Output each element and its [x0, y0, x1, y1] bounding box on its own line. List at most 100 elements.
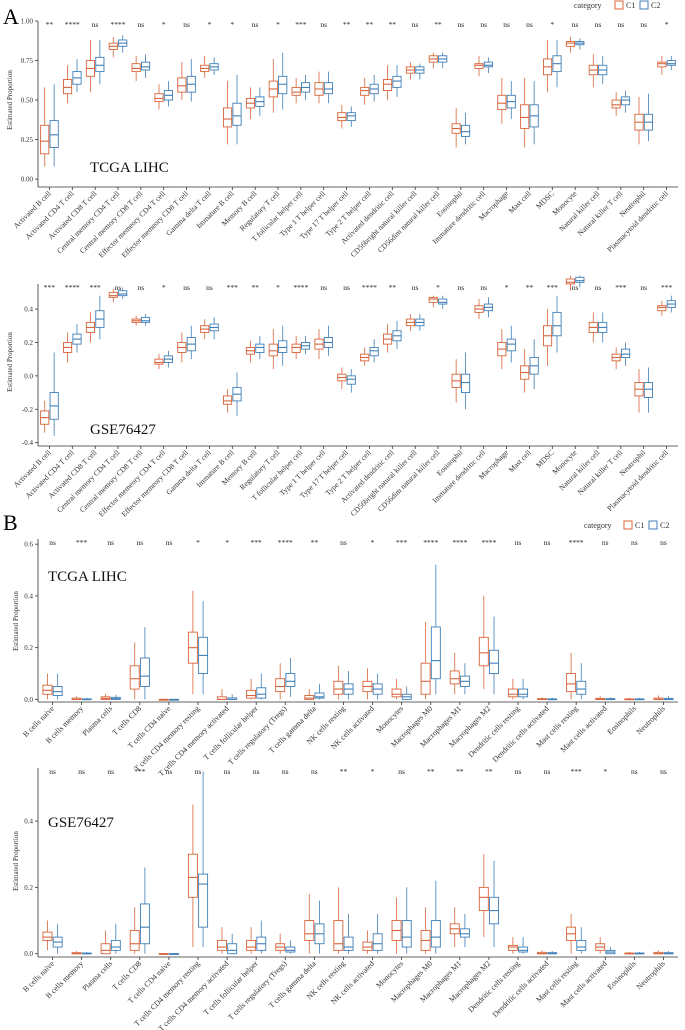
box-iqr	[565, 41, 575, 47]
box-c1	[154, 84, 164, 110]
legend-a-c1-label: C1	[626, 1, 635, 10]
box-c2	[430, 880, 441, 954]
significance-label: ns	[107, 538, 114, 547]
box-iqr	[268, 343, 278, 357]
significance-label: ***	[547, 283, 559, 292]
box-iqr	[232, 102, 242, 126]
box-c2	[49, 352, 59, 436]
x-tick-label: Dendritic cells resting	[466, 959, 521, 1014]
box-iqr	[489, 649, 499, 674]
box-c1	[40, 87, 50, 167]
significance-label: **	[485, 767, 493, 776]
box-c2	[461, 112, 471, 145]
box-c1	[537, 950, 547, 955]
box-c1	[200, 319, 210, 340]
box-c1	[520, 77, 530, 148]
box-c1	[131, 315, 141, 326]
box-c1	[268, 58, 278, 113]
box-iqr	[246, 689, 257, 699]
box-iqr	[129, 930, 140, 951]
box-iqr	[49, 120, 59, 148]
significance-label: ***	[76, 538, 88, 547]
box-iqr	[154, 358, 164, 365]
x-tick-label: Mast cell	[507, 189, 533, 215]
box-c2	[489, 616, 499, 695]
chart-2: 0.0 0.2 0.4 0.6 Estimated Proportion TCGA LIH…	[12, 538, 678, 778]
box-c1	[497, 329, 507, 370]
y-axis-label: Estimated Proportion	[6, 70, 14, 130]
y-tick-label: 0.75	[21, 57, 34, 65]
box-c2	[343, 913, 354, 954]
box-c2	[232, 74, 242, 145]
significance-label: **	[434, 20, 442, 29]
significance-label: **	[340, 767, 348, 776]
box-iqr	[666, 60, 676, 66]
significance-label: ns	[660, 538, 667, 547]
y-tick-label: 0.4	[24, 818, 33, 826]
box-c1	[129, 907, 140, 954]
significance-label: **	[427, 767, 435, 776]
box-c2	[278, 325, 288, 366]
significance-label: ns	[340, 538, 347, 547]
significance-label: ns	[136, 538, 143, 547]
y-tick-label: 0.2	[24, 339, 33, 347]
significance-label: ns	[138, 20, 145, 29]
box-c1	[85, 39, 95, 93]
significance-label: ***	[615, 283, 627, 292]
box-c2	[518, 678, 529, 700]
box-c2	[483, 297, 493, 318]
significance-label: *	[208, 20, 212, 29]
box-c1	[217, 927, 227, 954]
significance-label: **	[311, 538, 319, 547]
significance-label: ****	[293, 283, 308, 292]
box-c2	[529, 81, 539, 145]
box-iqr	[108, 291, 118, 298]
box-c1	[100, 930, 111, 955]
box-c2	[518, 937, 529, 954]
box-c2	[163, 81, 173, 107]
box-iqr	[566, 673, 577, 693]
significance-label: ns	[92, 20, 99, 29]
box-iqr	[304, 695, 315, 700]
box-c1	[420, 907, 431, 954]
box-c1	[474, 55, 484, 77]
box-c1	[268, 329, 278, 370]
significance-label: *	[603, 767, 607, 776]
box-c1	[391, 678, 402, 700]
y-tick-label: 0.25	[21, 136, 34, 144]
box-c1	[657, 300, 667, 316]
box-c1	[217, 689, 227, 700]
box-c1	[449, 652, 460, 695]
box-c1	[451, 107, 461, 148]
y-tick-label: 0.0	[24, 950, 33, 958]
box-iqr	[483, 61, 493, 68]
box-c1	[624, 697, 635, 701]
legend-b: category C1 C2	[584, 520, 669, 530]
box-c2	[232, 372, 242, 416]
chart-title: TCGA LIHC	[90, 160, 169, 176]
box-c2	[141, 54, 151, 78]
box-c2	[256, 920, 267, 954]
box-c1	[362, 668, 373, 700]
box-iqr	[518, 688, 529, 698]
y-tick-label: 0.4	[24, 592, 33, 600]
box-iqr	[177, 77, 187, 93]
box-iqr	[392, 75, 402, 88]
box-c2	[285, 658, 296, 697]
significance-label: ns	[166, 767, 173, 776]
box-iqr	[391, 688, 402, 698]
box-c1	[428, 295, 438, 308]
significance-label: ns	[49, 538, 56, 547]
box-iqr	[314, 692, 325, 699]
x-tick-label: Dendritic cells resting	[466, 704, 521, 759]
box-c1	[624, 952, 635, 955]
box-iqr	[461, 124, 471, 137]
significance-label: ns	[343, 283, 350, 292]
x-tick-label: T cells follicular helper	[202, 959, 260, 1017]
significance-label: **	[366, 20, 374, 29]
box-c2	[438, 52, 448, 69]
box-c2	[529, 339, 539, 390]
box-c2	[323, 325, 333, 356]
significance-label: ns	[206, 283, 213, 292]
